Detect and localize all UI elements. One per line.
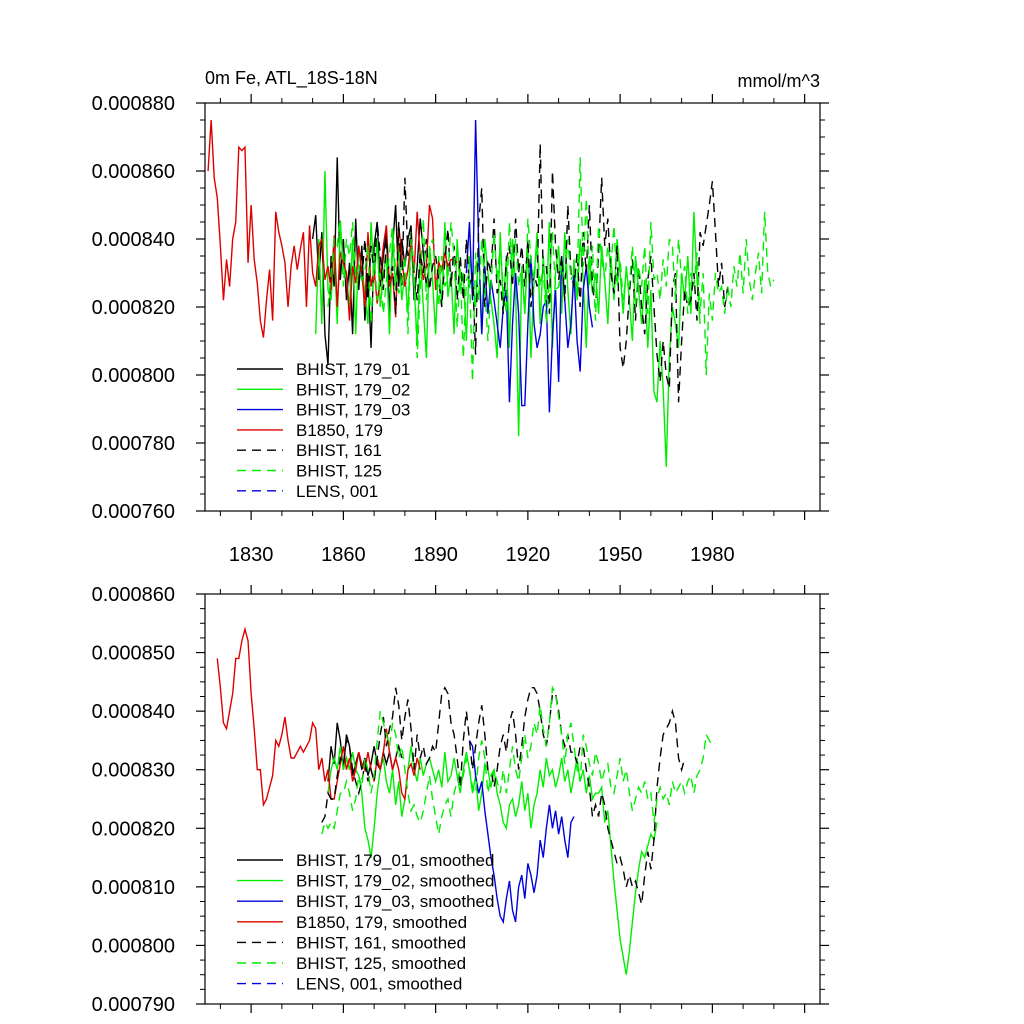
y-tick-label: 0.000830 <box>92 760 175 782</box>
x-tick-label: 1980 <box>690 544 735 566</box>
y-tick-label: 0.000810 <box>92 877 175 899</box>
y-tick-label: 0.000760 <box>92 501 175 523</box>
top-panel: 0.000760 0.000780 0.000800 0.000820 0.000840… <box>92 93 829 566</box>
legend-label: BHIST, 125 <box>296 462 382 481</box>
series-line-1 <box>315 170 701 467</box>
x-tick-label: 1830 <box>229 544 274 566</box>
series-group <box>207 119 775 467</box>
y-tick-label: 0.000800 <box>92 365 175 387</box>
legend-label: BHIST, 179_03 <box>296 401 410 420</box>
series-line-3 <box>216 626 421 808</box>
y-tick-label: 0.000840 <box>92 701 175 723</box>
series-line-5 <box>321 685 713 835</box>
y-tick-label: 0.000860 <box>92 584 175 606</box>
series-group <box>216 626 713 975</box>
y-tick-label: 0.000860 <box>92 161 175 183</box>
legend-label: BHIST, 161, smoothed <box>296 933 466 952</box>
y-tick-label: 0.000840 <box>92 229 175 251</box>
legend-label: BHIST, 179_01, smoothed <box>296 851 494 870</box>
series-line-4 <box>321 686 686 905</box>
legend-label: B1850, 179, smoothed <box>296 913 467 932</box>
legend: BHIST, 179_01, smoothed BHIST, 179_02, sm… <box>237 851 494 994</box>
bottom-panel: 0.000790 0.000800 0.000810 0.000820 0.000830… <box>92 584 829 1016</box>
legend-label: BHIST, 179_01 <box>296 360 410 379</box>
y-tick-label: 0.000850 <box>92 643 175 665</box>
legend-label: LENS, 001, smoothed <box>296 975 462 994</box>
series-line-3 <box>207 119 458 338</box>
y-tick-label: 0.000820 <box>92 297 175 319</box>
legend-label: BHIST, 179_02, smoothed <box>296 872 494 891</box>
series-line-0 <box>311 157 431 365</box>
series-line-2 <box>465 119 594 413</box>
x-tick-label: 1860 <box>321 544 366 566</box>
series-line-2 <box>468 740 575 925</box>
y-tick-label: 0.000880 <box>92 93 175 115</box>
x-tick-label: 1950 <box>598 544 643 566</box>
legend-label: BHIST, 179_02 <box>296 380 410 399</box>
legend-label: BHIST, 125, smoothed <box>296 954 466 973</box>
y-tick-label: 0.000820 <box>92 818 175 840</box>
series-line-5 <box>327 157 775 382</box>
chart-units: mmol/m^3 <box>738 71 820 91</box>
y-tick-label: 0.000790 <box>92 994 175 1016</box>
x-tick-label: 1920 <box>506 544 551 566</box>
y-tick-label: 0.000800 <box>92 935 175 957</box>
series-line-4 <box>361 143 729 403</box>
legend-label: LENS, 001 <box>296 482 378 501</box>
y-tick-label: 0.000780 <box>92 433 175 455</box>
chart-title: 0m Fe, ATL_18S-18N <box>205 68 378 89</box>
x-tick-label: 1890 <box>413 544 458 566</box>
legend-label: BHIST, 179_03, smoothed <box>296 892 494 911</box>
legend-label: B1850, 179 <box>296 421 383 440</box>
legend-label: BHIST, 161 <box>296 441 382 460</box>
